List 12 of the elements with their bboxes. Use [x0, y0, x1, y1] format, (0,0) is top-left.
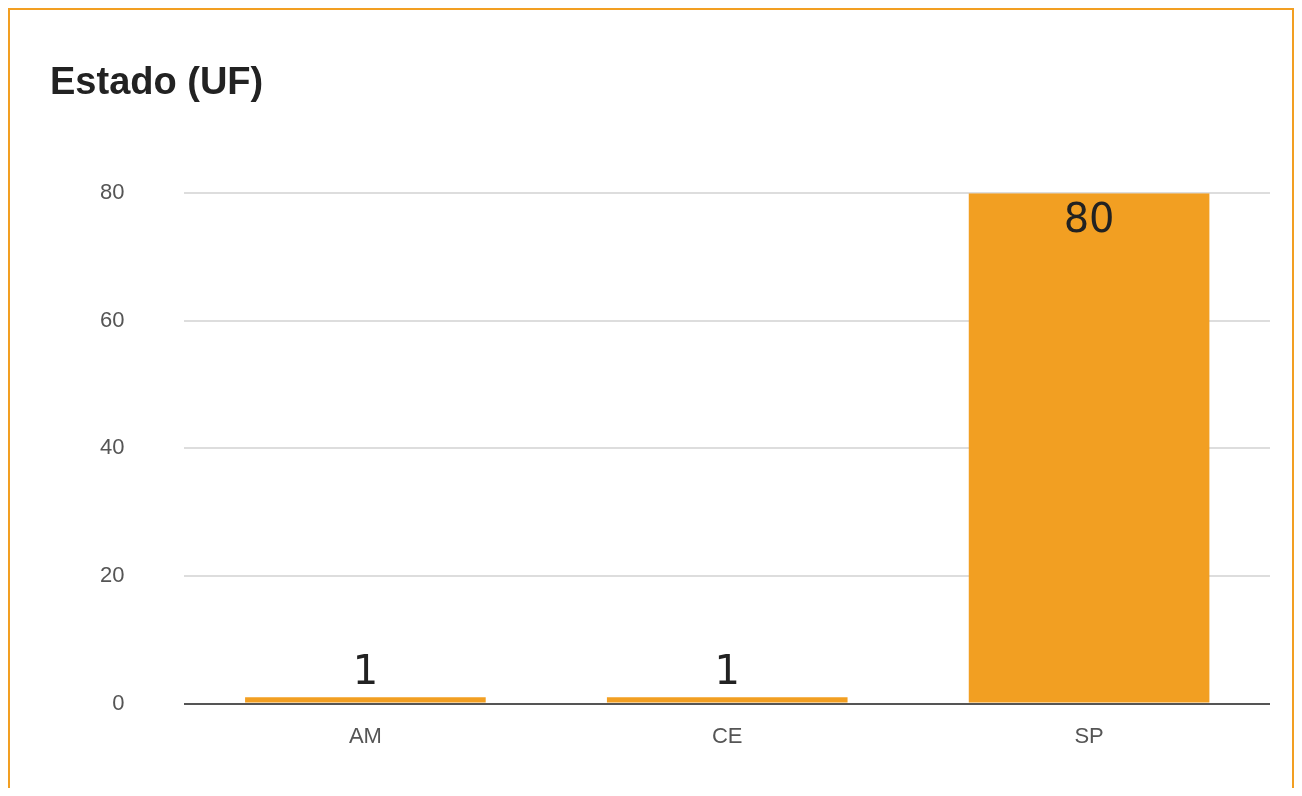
y-tick-label: 80: [99, 179, 125, 205]
y-tick-label: 60: [99, 306, 125, 332]
data-label: 80: [1063, 194, 1115, 241]
chart-title: Estado (UF): [50, 60, 264, 103]
y-tick-label: 20: [99, 562, 125, 588]
x-tick-label: CE: [711, 722, 743, 748]
x-tick-label: AM: [348, 722, 382, 748]
data-label: 1: [714, 646, 740, 693]
x-tick-label: SP: [1074, 722, 1104, 748]
y-tick-label: 40: [99, 434, 125, 460]
y-tick-label: 0: [112, 689, 125, 715]
data-label: 1: [352, 646, 379, 693]
